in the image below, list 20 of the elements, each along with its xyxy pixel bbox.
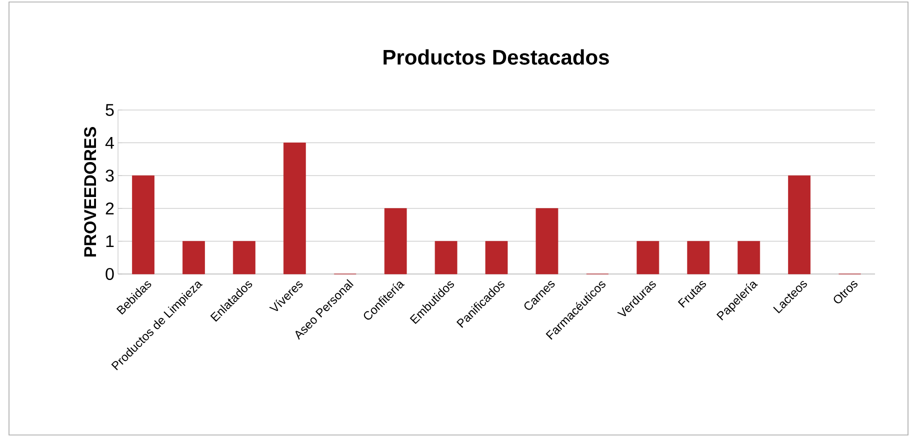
y-tick-label: 2 [106,202,114,214]
y-tick-label: 0 [106,268,114,280]
y-tick-label: 1 [106,235,114,248]
bar [687,241,710,274]
y-axis-title: PROVEEDORES [84,127,96,257]
bar [485,241,508,274]
y-tick-label: 5 [106,104,114,116]
bar [788,175,811,274]
bar [636,241,660,274]
y-tick-label: 4 [105,136,114,149]
bar [132,175,154,274]
bar [232,241,256,274]
bar [738,241,760,274]
bar [536,208,558,274]
bar [182,241,205,274]
bar [434,241,458,274]
y-tick-label: 3 [106,170,114,182]
bar [384,208,407,274]
chart-title: Productos Destacados [384,49,609,65]
bar [283,142,306,274]
